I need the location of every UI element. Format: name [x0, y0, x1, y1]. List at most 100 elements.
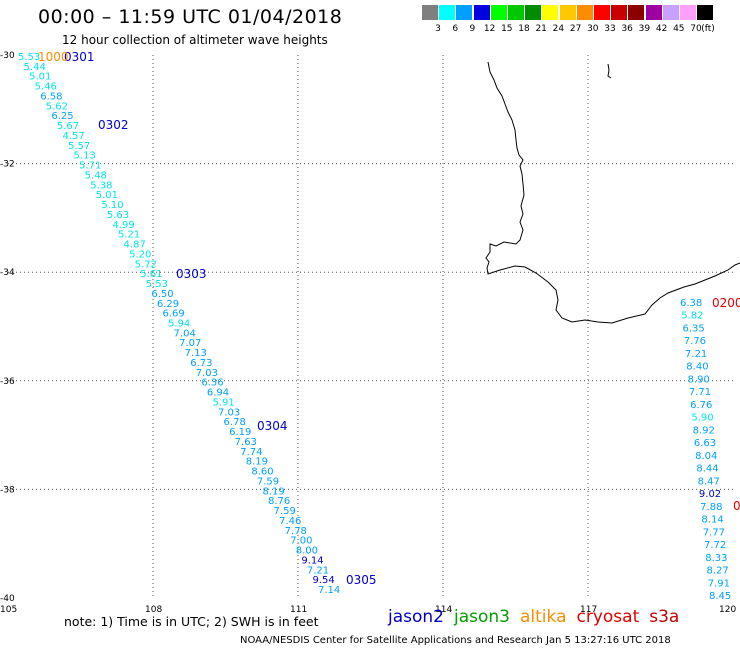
island-coastline	[607, 63, 612, 79]
satellite-legend-cryosat: cryosat	[576, 607, 640, 627]
legend-label: 30	[587, 24, 599, 34]
legend-label: 36	[621, 24, 633, 34]
legend-label: 27	[569, 24, 582, 34]
lon-tick-label: 114	[435, 605, 452, 615]
wave-height-value: 4.57	[62, 131, 84, 142]
wave-height-value: 9.14	[301, 555, 323, 566]
wave-height-value: 6.73	[190, 358, 212, 369]
page-subtitle: 12 hour collection of altimeter wave hei…	[62, 33, 328, 47]
lat-tick-label: -38	[0, 485, 15, 495]
pass-time-label: 0304	[257, 419, 288, 433]
credit-line: NOAA/NESDIS Center for Satellite Applica…	[240, 635, 671, 646]
wave-height-value: 4.87	[124, 240, 146, 251]
legend-label: 45	[673, 24, 685, 34]
wave-height-value: 5.63	[107, 210, 129, 221]
legend-swatch	[456, 5, 473, 20]
coastline	[485, 61, 740, 324]
wave-height-value: 7.07	[179, 338, 201, 349]
wave-height-value: 8.92	[693, 425, 715, 436]
wave-height-value: 5.90	[691, 413, 713, 424]
pass-time-label: 0	[733, 499, 740, 513]
pass-time-label: 0303	[176, 267, 207, 281]
wave-height-value: 7.14	[318, 585, 340, 596]
wave-height-value: 5.62	[46, 101, 68, 112]
wave-height-value: 8.19	[262, 486, 284, 497]
wave-height-value: 5.91	[212, 397, 234, 408]
wave-height-value: 5.82	[681, 311, 703, 322]
wave-height-value: 8.00	[296, 546, 318, 557]
wave-height-value: 5.20	[129, 249, 151, 260]
wave-height-value: 5.67	[57, 121, 79, 132]
wave-height-value: 5.13	[74, 151, 96, 162]
legend-swatch	[594, 5, 610, 20]
wave-height-value: 5.57	[68, 141, 90, 152]
legend-swatch	[473, 5, 490, 20]
altimeter-track-west: 5.535.445.015.466.585.626.255.674.575.57…	[18, 50, 377, 596]
satellite-legend-s3a: s3a	[649, 607, 680, 627]
lon-tick-label: 117	[580, 605, 597, 615]
pass-time-label: 1000	[38, 50, 69, 64]
legend-label: 9	[469, 24, 476, 34]
legend-swatch	[680, 5, 696, 20]
wave-height-value: 7.74	[240, 447, 262, 458]
wave-height-value: 9.02	[699, 489, 721, 500]
legend-swatch	[697, 5, 714, 20]
legend-swatch	[525, 5, 542, 20]
wave-height-value: 5.44	[24, 62, 46, 73]
wave-height-value: 5.10	[101, 200, 123, 211]
legend-swatch	[576, 5, 593, 20]
legend-label: 15	[501, 24, 513, 34]
legend-label: 42	[655, 24, 668, 34]
wave-height-value: 6.25	[51, 111, 73, 122]
wave-height-value: 8.14	[701, 515, 723, 526]
legend-swatch	[542, 5, 559, 20]
wave-height-value: 5.38	[90, 180, 112, 191]
altimeter-track-east: 6.38 5.826.35 7.76 7.21 8.408.90 7.71 6.76 5.90…	[680, 296, 740, 602]
legend-swatch	[559, 5, 576, 20]
wave-height-value: 4.99	[112, 220, 134, 231]
legend-swatch	[422, 5, 438, 20]
satellite-legend-jason3: jason3	[454, 607, 510, 627]
legend-label: 33	[604, 24, 616, 34]
wave-height-value: 5.21	[118, 230, 140, 241]
wave-height-value: 7.46	[279, 516, 301, 527]
wave-height-value: 7.03	[218, 407, 240, 418]
wave-height-value: 7.21	[307, 565, 329, 576]
wave-height-value: 8.47	[698, 476, 720, 487]
wave-height-value: 8.33	[705, 553, 727, 564]
color-legend: 3 6 9 12 15 18 21 24 27 30 33 36 39 42 45 70 (ft)	[422, 5, 740, 37]
wave-height-value: 6.38	[680, 298, 702, 309]
lat-tick-label: -40	[0, 594, 15, 604]
lat-tick-label: -34	[0, 268, 15, 278]
wave-height-value: 7.71	[689, 387, 711, 398]
legend-unit: (ft)	[701, 24, 715, 34]
legend-label: 21	[535, 24, 547, 34]
lon-tick-label: 120	[719, 605, 736, 615]
legend-swatch	[662, 5, 679, 20]
legend-label: 12	[483, 24, 496, 34]
legend-swatch	[611, 5, 628, 20]
wave-height-value: 7.21	[685, 349, 707, 360]
lat-tick-label: -36	[0, 377, 15, 387]
legend-label: 70	[690, 24, 702, 34]
wave-height-value: 7.59	[274, 506, 296, 517]
wave-height-value: 5.61	[140, 269, 162, 280]
legend-swatch	[645, 5, 662, 20]
wave-height-value: 5.94	[168, 319, 190, 330]
wave-height-value: 6.63	[694, 438, 716, 449]
wave-height-value: 7.78	[285, 526, 307, 537]
wave-height-value: 8.27	[706, 566, 728, 577]
wave-height-value: 7.63	[235, 437, 257, 448]
wave-height-value: 6.78	[224, 417, 246, 428]
wave-height-value: 8.60	[251, 467, 273, 478]
lat-lon-grid: 105 108 111 114 117 120 -30 -32 -34 -36 -38 -40	[0, 51, 736, 615]
wave-height-value: 8.19	[246, 457, 268, 468]
wave-height-value: 9.54	[312, 575, 334, 586]
page-title: 00:00 – 11:59 UTC 01/04/2018	[38, 6, 343, 28]
lat-tick-label: -30	[0, 51, 15, 61]
wave-height-value: 6.58	[40, 91, 62, 102]
wave-height-value: 6.35	[683, 323, 705, 334]
wave-height-value: 5.48	[85, 170, 107, 181]
wave-height-value: 7.59	[257, 476, 279, 487]
